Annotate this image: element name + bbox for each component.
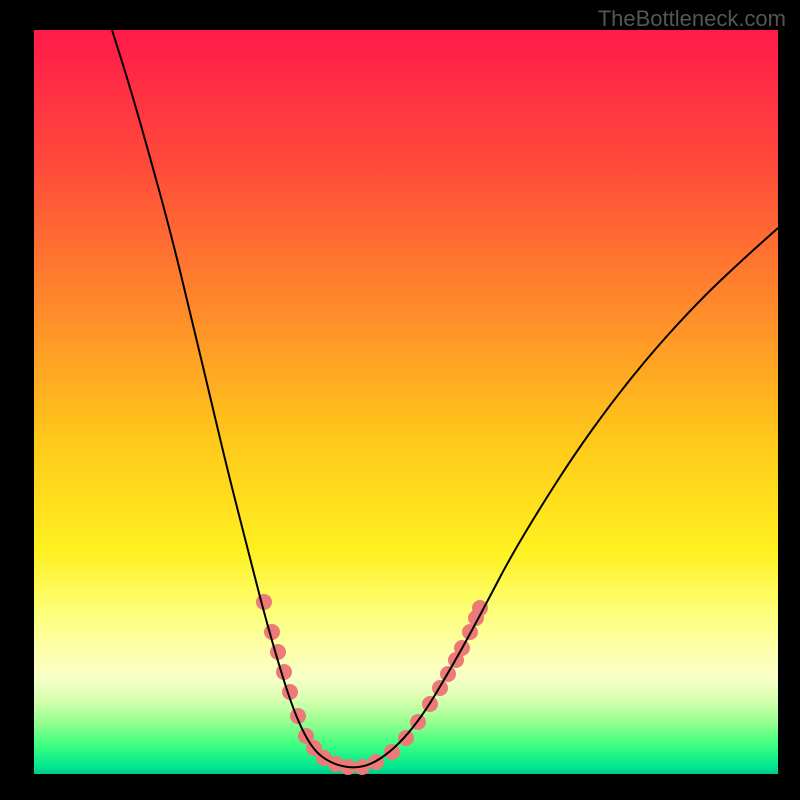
marker-point <box>256 594 272 610</box>
chart-container: TheBottleneck.com <box>0 0 800 800</box>
marker-point <box>398 730 414 746</box>
marker-point <box>384 744 400 760</box>
marker-point <box>270 644 286 660</box>
watermark-text: TheBottleneck.com <box>598 6 786 32</box>
chart-svg <box>0 0 800 800</box>
